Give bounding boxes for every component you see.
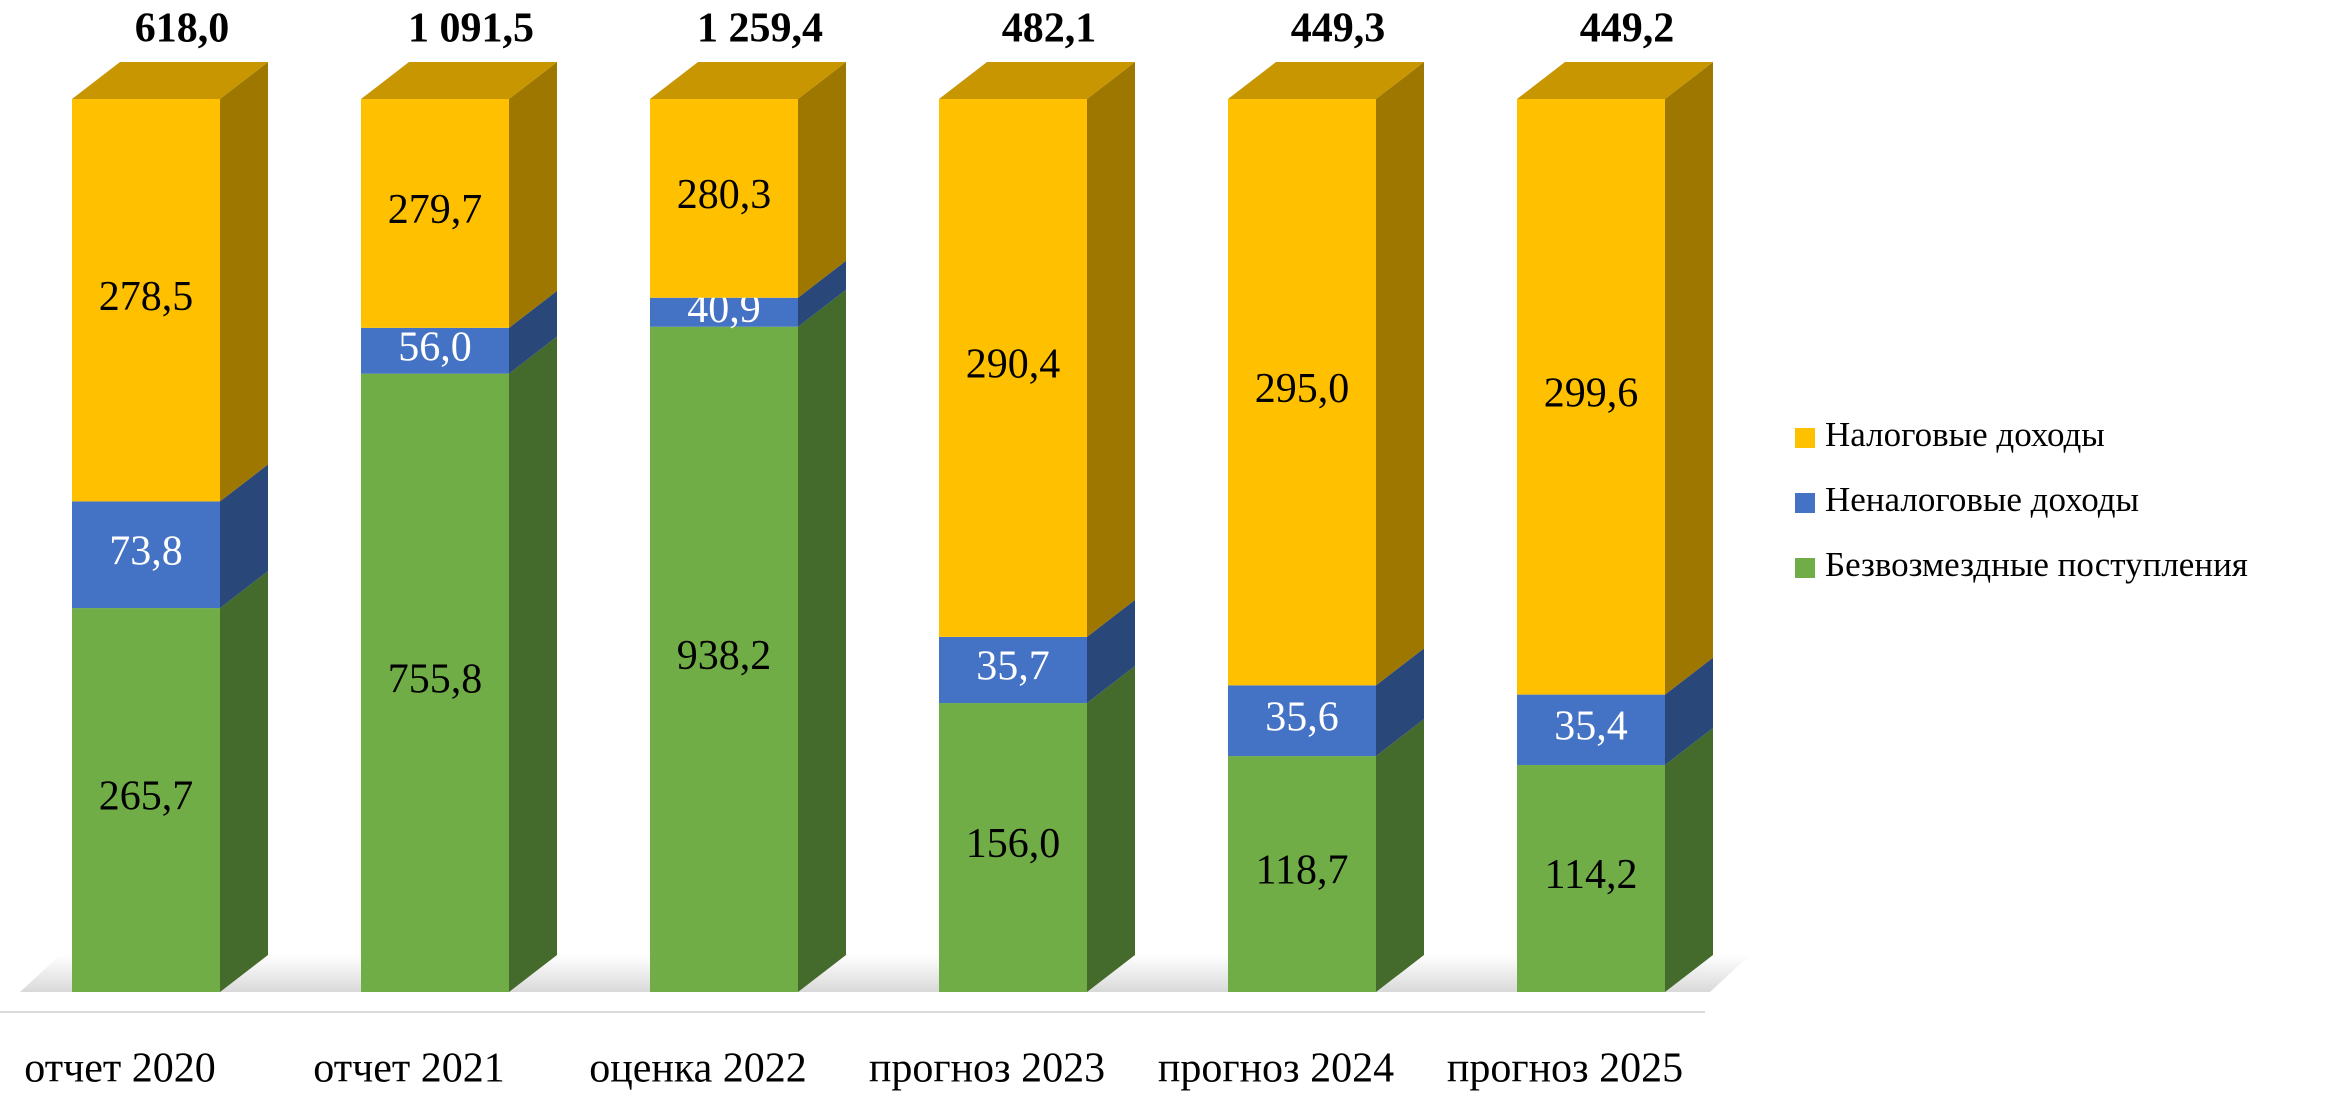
x-tick-label: отчет 2021 [313,1046,504,1092]
bar-segment [1228,685,1376,757]
legend-swatch [1795,493,1815,513]
bar-top [72,62,268,99]
bar-segment [650,326,798,993]
data-label: 35,4 [1554,703,1628,749]
bar-side [1376,719,1424,992]
bar-segment [361,99,509,328]
bar-segment [361,327,509,374]
bar-segment [72,501,220,609]
x-tick-label: отчет 2020 [24,1046,215,1092]
data-label: 35,6 [1265,694,1339,740]
legend-label: Налоговые доходы [1825,415,2105,454]
legend-swatch [1795,428,1815,448]
legend-label: Безвозмездные поступления [1825,545,2248,584]
floor [20,955,1750,992]
total-label: 482,1 [1002,6,1097,52]
data-label: 73,8 [109,528,183,574]
x-tick-label: оценка 2022 [589,1046,807,1092]
bar-side [1087,666,1135,992]
data-label: 280,3 [677,172,772,218]
bar-side [798,260,846,327]
bar-side [1665,657,1713,765]
data-label: 56,0 [398,324,472,370]
bar-side [798,62,846,298]
bar-side [220,571,268,992]
bar-segment [650,297,798,327]
data-label: 938,2 [677,633,772,679]
bar-top [361,62,557,99]
bar-side [1376,648,1424,757]
total-label: 449,3 [1291,6,1386,52]
data-label: 295,0 [1255,366,1350,412]
data-label: 265,7 [99,774,194,820]
bar-side [1376,62,1424,686]
bar-segment [650,99,798,298]
bar-side [1665,62,1713,695]
bar-top [939,62,1135,99]
bar-segment [1228,99,1376,686]
bar-segment [1517,99,1665,695]
bar-segment [1517,764,1665,992]
bar-side [509,62,557,328]
bar-side [509,336,557,992]
bar-side [509,290,557,374]
bar-segment [939,99,1087,637]
x-tick-label: прогноз 2023 [869,1046,1105,1092]
data-label: 278,5 [99,274,194,320]
data-label: 755,8 [388,656,483,702]
bar-top [1228,62,1424,99]
bar-side [220,464,268,609]
bar-segment [72,608,220,992]
bar-segment [361,373,509,992]
bar-top [1517,62,1713,99]
total-label: 1 259,4 [697,6,823,52]
bar-segment [939,703,1087,992]
legend-label: Неналоговые доходы [1825,480,2139,519]
bar-top [650,62,846,99]
bar-side [220,62,268,502]
total-label: 449,2 [1580,6,1675,52]
bar-side [1665,727,1713,992]
bar-side [1087,599,1135,704]
bar-segment [939,636,1087,704]
data-label: 290,4 [966,342,1061,388]
data-label: 114,2 [1545,852,1638,898]
bar-segment [1228,756,1376,992]
data-label: 35,7 [976,644,1050,690]
legend-swatch [1795,558,1815,578]
bar-side [1087,62,1135,637]
total-label: 1 091,5 [408,6,534,52]
data-label: 299,6 [1544,370,1639,416]
x-tick-label: прогноз 2024 [1158,1046,1394,1092]
x-tick-label: прогноз 2025 [1447,1046,1683,1092]
bar-segment [1517,694,1665,765]
bar-side [798,289,846,993]
data-label: 156,0 [966,821,1061,867]
bar-segment [72,99,220,502]
data-label: 279,7 [388,187,483,233]
total-label: 618,0 [135,6,230,52]
data-label: 118,7 [1256,848,1349,894]
